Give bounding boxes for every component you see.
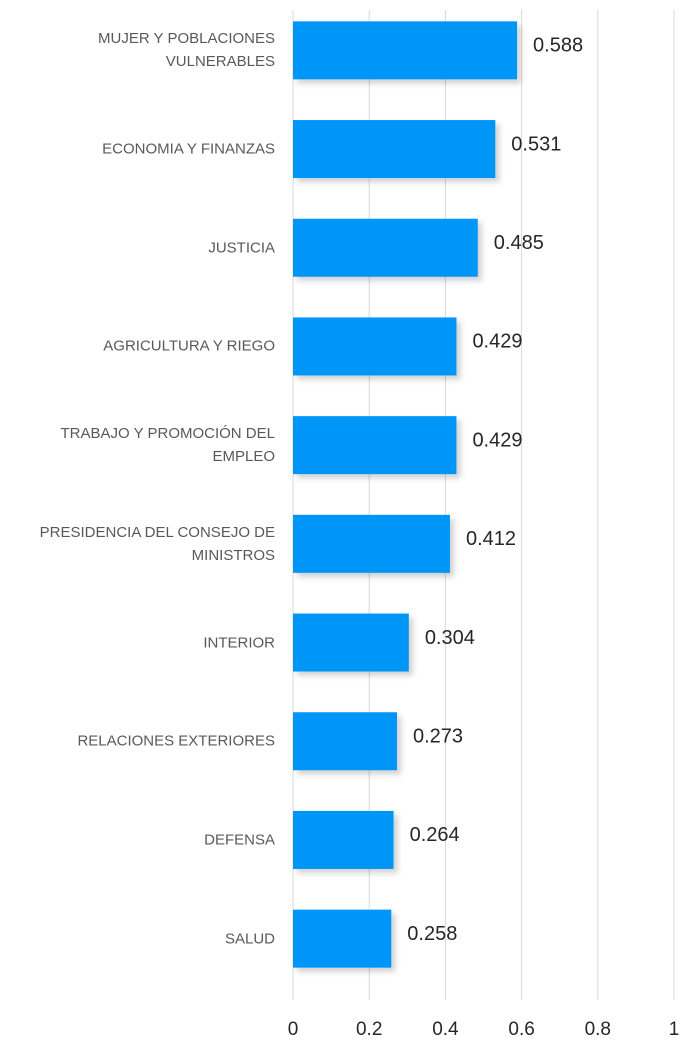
category-label: PRESIDENCIA DEL CONSEJO DE MINISTROS — [39, 523, 275, 564]
category-label: INTERIOR — [203, 634, 275, 652]
value-label: 0.485 — [494, 232, 544, 254]
category-label: JUSTICIA — [208, 239, 275, 257]
x-tick-label: 1 — [669, 1019, 680, 1040]
category-label: TRABAJO Y PROMOCIÓN DEL EMPLEO — [60, 425, 276, 466]
bar — [293, 416, 457, 475]
x-tick-label: 0.2 — [356, 1019, 382, 1040]
value-label: 0.273 — [413, 726, 463, 748]
category-label: RELACIONES EXTERIORES — [77, 732, 275, 750]
category-label: AGRICULTURA Y RIEGO — [103, 337, 275, 355]
value-label: 0.304 — [425, 627, 475, 649]
bar — [293, 317, 457, 376]
category-label: MUJER Y POBLACIONES VULNERABLES — [98, 30, 275, 71]
x-tick-label: 0.8 — [585, 1019, 611, 1040]
value-label: 0.264 — [410, 824, 460, 846]
bar — [293, 120, 496, 179]
x-tick-label: 0 — [288, 1019, 299, 1040]
bar — [293, 909, 392, 968]
bar — [293, 514, 450, 573]
x-tick-label: 0.6 — [508, 1019, 534, 1040]
value-label: 0.531 — [511, 133, 561, 155]
value-label: 0.429 — [472, 429, 522, 451]
bar — [293, 712, 398, 771]
value-label: 0.258 — [407, 923, 457, 945]
value-label: 0.588 — [533, 35, 583, 57]
bar — [293, 613, 409, 672]
bar — [293, 21, 518, 80]
bar — [293, 218, 478, 277]
value-label: 0.429 — [472, 331, 522, 353]
value-label: 0.412 — [466, 528, 516, 550]
category-label: DEFENSA — [204, 831, 275, 849]
bar — [293, 810, 394, 869]
category-label: ECONOMIA Y FINANZAS — [102, 140, 275, 158]
category-label: SALUD — [224, 930, 275, 948]
x-tick-label: 0.4 — [432, 1019, 459, 1040]
